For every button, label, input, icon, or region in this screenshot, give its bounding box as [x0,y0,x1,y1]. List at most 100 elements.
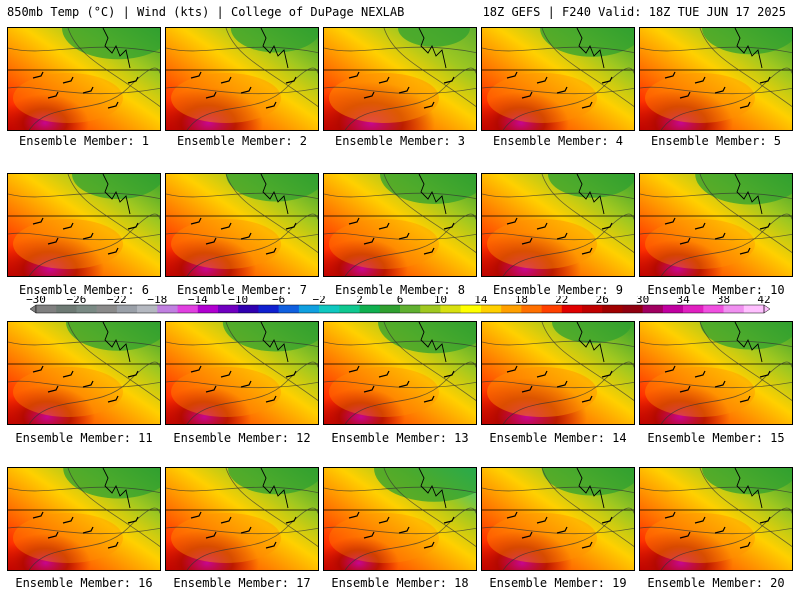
colorbar-segment [36,305,57,313]
ensemble-member-map [323,27,477,131]
ensemble-member-map [165,173,319,277]
colorbar-tick-label: −14 [188,296,208,306]
colorbar-segment [278,305,300,313]
colorbar-segment [683,305,704,313]
colorbar-tick-label: −2 [312,296,325,306]
colorbar-arrow-left [29,304,37,314]
colorbar-segment [501,305,522,313]
colorbar-segment [76,305,97,313]
ensemble-member-map [481,321,635,425]
member-label: Ensemble Member: 20 [647,576,785,590]
member-label: Ensemble Member: 11 [15,431,153,445]
ensemble-member-map [481,27,635,131]
ensemble-member-map [323,173,477,277]
colorbar-segment [400,305,421,313]
ensemble-member-map [323,467,477,571]
colorbar-segment [703,305,724,313]
ensemble-member-map [7,467,161,571]
colorbar-segment [561,305,583,313]
colorbar-segment [622,305,643,313]
member-label: Ensemble Member: 15 [647,431,785,445]
member-label: Ensemble Member: 17 [173,576,311,590]
colorbar-segment [177,305,199,313]
colorbar-segment [339,305,360,313]
colorbar-tick-label: 18 [515,296,528,306]
colorbar-tick-label: 10 [434,296,447,306]
member-label: Ensemble Member: 18 [331,576,469,590]
member-label: Ensemble Member: 13 [331,431,469,445]
colorbar-segment [379,305,401,313]
colorbar-segment [662,305,684,313]
colorbar-arrow-right [763,304,771,314]
colorbar-segment [96,305,118,313]
ensemble-member-map [639,27,793,131]
ensemble-member-map [7,321,161,425]
colorbar-segment [298,305,320,313]
ensemble-member-map [165,27,319,131]
ensemble-member-map [639,467,793,571]
member-label: Ensemble Member: 5 [650,134,782,148]
member-label: Ensemble Member: 16 [15,576,153,590]
colorbar-tick-label: −10 [228,296,248,306]
colorbar-tick-label: 2 [356,296,363,306]
member-label: Ensemble Member: 6 [18,283,150,297]
colorbar-segment [723,305,745,313]
colorbar-segment [359,305,381,313]
colorbar-tick-label: −26 [67,296,87,306]
member-label: Ensemble Member: 9 [492,283,624,297]
ensemble-member-map [165,467,319,571]
colorbar-tick-label: −18 [147,296,167,306]
member-label: Ensemble Member: 19 [489,576,627,590]
ensemble-member-map [165,321,319,425]
member-label: Ensemble Member: 7 [176,283,308,297]
temperature-colorbar: −30 −26 −22 −18 −14 −10 −6 −2 2 6 10 14 18 22 26 30 34 38… [26,296,771,314]
colorbar-tick-label: 26 [596,296,609,306]
run-info: 18Z GEFS | F240 Valid: 18Z TUE JUN 17 20… [482,5,786,19]
colorbar-segment [480,305,502,313]
colorbar-segment [541,305,563,313]
colorbar-segment [218,305,239,313]
colorbar-segment [602,305,623,313]
colorbar-segment [460,305,482,313]
colorbar-segment [157,305,178,313]
ensemble-member-map [481,173,635,277]
member-label: Ensemble Member: 14 [489,431,627,445]
colorbar-tick-label: −6 [272,296,285,306]
colorbar-tick-label: −22 [107,296,127,306]
ensemble-member-map [639,321,793,425]
colorbar-segment [116,305,138,313]
colorbar-segment [319,305,340,313]
colorbar-tick-label: 22 [555,296,568,306]
member-label: Ensemble Member: 1 [18,134,150,148]
ensemble-member-map [323,321,477,425]
member-label: Ensemble Member: 4 [492,134,624,148]
ensemble-member-map [639,173,793,277]
ensemble-member-map [7,27,161,131]
colorbar-tick-label: −30 [26,296,46,306]
colorbar-segment [238,305,259,313]
member-label: Ensemble Member: 10 [647,283,785,297]
ensemble-member-map [7,173,161,277]
colorbar-tick-label: 6 [397,296,404,306]
ensemble-member-map [481,467,635,571]
colorbar-tick-label: 14 [474,296,488,306]
member-label: Ensemble Member: 8 [334,283,466,297]
colorbar-segment [56,305,77,313]
colorbar-segment [258,305,279,313]
colorbar-tick-label: 30 [636,296,649,306]
member-label: Ensemble Member: 3 [334,134,466,148]
colorbar-segment [197,305,219,313]
member-label: Ensemble Member: 2 [176,134,308,148]
colorbar-tick-label: 38 [717,296,730,306]
colorbar-segment [440,305,461,313]
chart-title: 850mb Temp (°C) | Wind (kts) | College o… [7,5,405,19]
member-label: Ensemble Member: 12 [173,431,311,445]
colorbar-tick-label: 34 [676,296,690,306]
colorbar-segment [420,305,441,313]
colorbar-segment [582,305,603,313]
colorbar-tick-label: 42 [757,296,770,306]
colorbar-segment [137,305,158,313]
colorbar-segment [642,305,664,313]
colorbar-segment [743,305,765,313]
colorbar-segment [521,305,542,313]
